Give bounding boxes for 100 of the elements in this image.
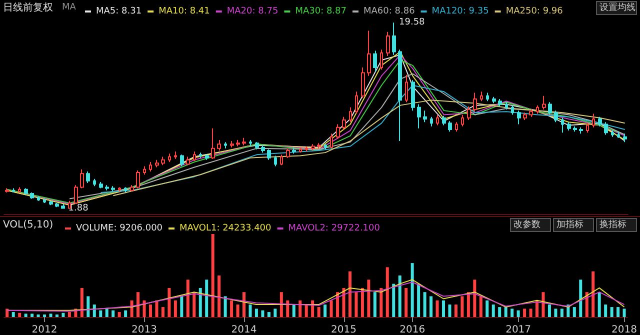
bar <box>205 280 208 317</box>
candlestick <box>274 155 277 167</box>
bar <box>62 312 65 317</box>
candlestick <box>448 120 452 132</box>
candlestick <box>529 109 533 118</box>
candlestick <box>386 31 390 56</box>
candlestick <box>455 122 458 132</box>
text: 19.58 <box>399 18 425 28</box>
legend-label: VOLUME: 9206.000 <box>76 224 163 234</box>
candlestick <box>49 200 53 206</box>
bar <box>572 307 576 317</box>
candlestick <box>517 110 521 125</box>
bar <box>330 300 333 317</box>
bar <box>492 304 495 317</box>
candlestick <box>511 104 514 116</box>
bar <box>542 292 545 317</box>
candlestick <box>330 133 333 149</box>
candlestick <box>405 74 408 103</box>
bar <box>598 292 601 317</box>
candlestick <box>136 170 140 189</box>
x-tick-label: 2016 <box>400 324 426 335</box>
candlestick <box>573 126 577 132</box>
x-tick-label: 2013 <box>132 324 157 335</box>
candlestick <box>149 162 152 172</box>
candlestick <box>261 144 265 154</box>
bar <box>304 304 308 317</box>
candlestick <box>174 151 177 160</box>
bar <box>6 308 9 317</box>
bar <box>112 310 115 317</box>
candlestick <box>623 133 627 143</box>
bar <box>198 288 202 317</box>
bar <box>486 300 489 317</box>
bar <box>442 300 445 317</box>
candlestick <box>398 49 402 142</box>
candlestick <box>324 144 327 150</box>
candlestick <box>461 114 464 127</box>
candlestick <box>37 196 40 202</box>
candlestick <box>286 148 290 158</box>
candlestick <box>561 117 564 134</box>
candlestick <box>467 106 471 121</box>
bar <box>18 312 22 317</box>
bar <box>342 288 346 317</box>
candlestick <box>554 110 558 123</box>
text: 设置均线 <box>600 2 636 13</box>
candlestick <box>255 142 259 150</box>
bar <box>211 234 214 317</box>
bar <box>174 300 177 317</box>
candlestick <box>436 114 439 126</box>
legend-title: MA <box>62 2 77 12</box>
candlestick <box>586 122 589 134</box>
legend-label: MA20: 8.75 <box>226 6 278 16</box>
bar <box>236 304 240 317</box>
candlestick <box>417 104 421 129</box>
candlestick <box>349 106 352 123</box>
bar <box>105 308 108 317</box>
candlestick <box>61 204 65 209</box>
bar <box>286 300 290 317</box>
candlestick <box>205 154 209 160</box>
bar <box>523 308 526 317</box>
candlestick <box>111 186 115 192</box>
candlestick <box>118 186 121 192</box>
candlestick <box>617 131 620 138</box>
candlestick <box>124 186 127 193</box>
candlestick <box>30 192 34 200</box>
candlestick <box>230 140 234 148</box>
candlestick <box>168 153 171 163</box>
bar <box>473 280 476 317</box>
text: 改参数 <box>514 219 540 230</box>
bar <box>248 304 252 317</box>
chart-title: 日线前复权 <box>3 2 53 14</box>
candlestick <box>442 115 446 126</box>
bar <box>622 308 626 317</box>
candlestick <box>267 148 271 160</box>
bar <box>616 307 620 317</box>
bar <box>430 296 433 317</box>
bar <box>142 300 146 317</box>
candlestick <box>186 156 190 166</box>
candlestick <box>217 139 221 151</box>
text: 加指标 <box>556 219 584 230</box>
bar <box>92 304 96 317</box>
bar <box>317 307 320 317</box>
x-tick-label: 2018 <box>612 324 638 335</box>
legend-label: MA30: 8.87 <box>295 6 347 16</box>
bar <box>392 284 396 317</box>
bar <box>180 296 184 317</box>
candlestick <box>292 146 296 154</box>
legend-label: MA120: 9.35 <box>432 6 489 16</box>
bar <box>49 314 52 317</box>
bar <box>261 310 264 317</box>
candlestick <box>542 95 546 110</box>
bar <box>230 300 234 317</box>
bar <box>592 271 595 317</box>
bar <box>124 310 128 317</box>
candlestick <box>180 154 184 167</box>
candlestick <box>236 139 240 147</box>
bar <box>267 312 270 317</box>
bar <box>348 271 352 317</box>
candlestick <box>536 104 539 114</box>
candlestick <box>380 49 383 70</box>
bar <box>311 300 314 317</box>
